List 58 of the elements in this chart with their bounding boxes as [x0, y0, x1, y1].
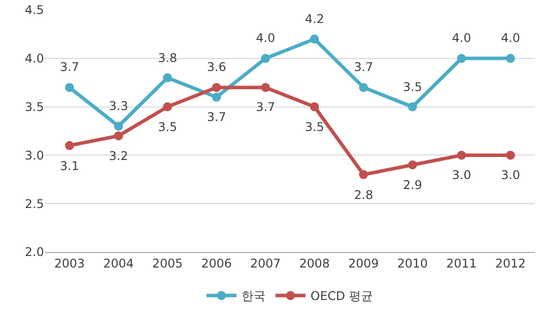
legend-label: OECD 평균 [310, 289, 373, 304]
point [457, 54, 466, 63]
data-label: 3.0 [452, 168, 472, 182]
point [359, 170, 368, 180]
data-label: 4.0 [501, 31, 520, 45]
x-tick-label: 2012 [495, 256, 526, 270]
x-tick-label: 2011 [446, 256, 477, 270]
data-label: 3.8 [158, 51, 178, 65]
point [65, 141, 74, 150]
point [261, 82, 270, 92]
point [506, 54, 515, 63]
y-tick-label: 2.0 [24, 245, 44, 260]
data-label: 3.2 [109, 149, 128, 163]
data-label: 2.8 [354, 188, 374, 202]
point [310, 34, 319, 44]
point [359, 82, 368, 92]
x-tick-label: 2008 [299, 256, 330, 270]
point [310, 102, 319, 112]
data-label: 3.5 [305, 120, 324, 134]
data-label: 3.7 [256, 100, 276, 114]
legend-label: 한국 [242, 289, 266, 304]
x-tick-label: 2004 [103, 256, 134, 270]
data-label: 4.0 [256, 31, 276, 45]
x-tick-label: 2007 [250, 256, 281, 270]
point [212, 92, 221, 102]
point [163, 73, 172, 82]
x-tick-label: 2009 [348, 256, 379, 270]
y-tick-label: 4.0 [24, 52, 44, 66]
data-label: 4.0 [452, 31, 472, 45]
point [114, 122, 123, 131]
data-label: 2.9 [403, 178, 422, 192]
data-label: 3.5 [403, 80, 422, 94]
x-tick-label: 2006 [201, 256, 232, 270]
point [457, 150, 466, 160]
data-label: 3.1 [60, 159, 80, 173]
y-tick-label: 3.0 [24, 148, 44, 162]
point [506, 150, 515, 160]
point [65, 82, 74, 92]
data-label: 3.7 [207, 110, 226, 124]
point [163, 102, 172, 112]
data-label: 3.3 [109, 99, 128, 113]
y-tick-label: 3.5 [24, 100, 44, 114]
data-label: 3.7 [60, 60, 80, 74]
x-tick-label: 2003 [54, 256, 85, 270]
y-tick-label: 4.5 [24, 3, 44, 18]
data-label: 3.0 [501, 168, 520, 182]
point [408, 102, 417, 112]
x-tick-label: 2010 [397, 256, 428, 270]
data-label: 3.6 [207, 60, 226, 74]
point [114, 131, 123, 140]
point [261, 54, 270, 63]
x-tick-label: 2005 [152, 256, 183, 270]
data-label: 4.2 [305, 12, 324, 26]
data-label: 3.5 [158, 120, 178, 134]
y-tick-label: 2.5 [24, 196, 44, 211]
point [408, 160, 417, 170]
data-label: 3.7 [354, 60, 374, 74]
point [212, 82, 221, 92]
